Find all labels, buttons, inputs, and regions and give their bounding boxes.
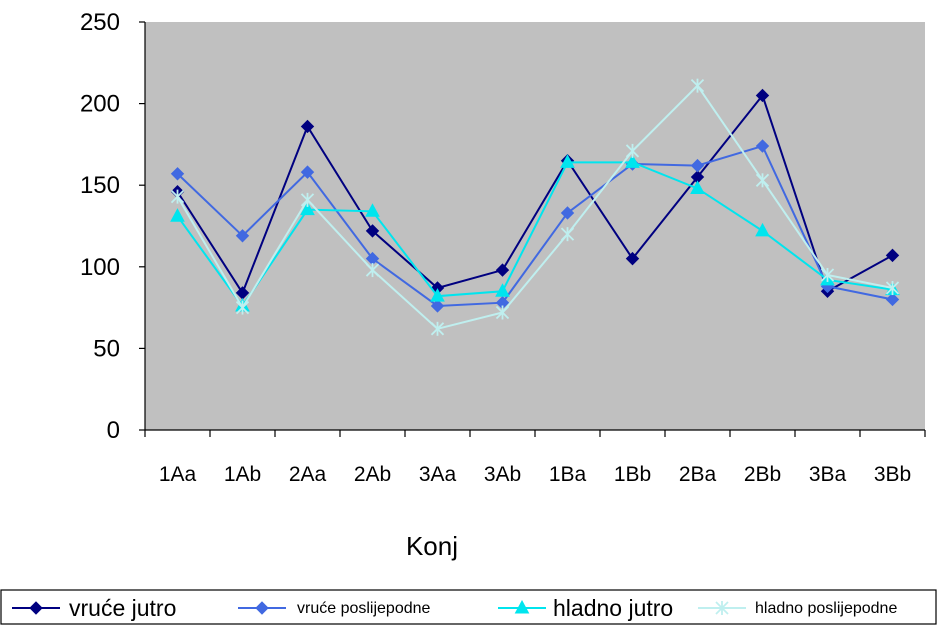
series-3 xyxy=(170,78,900,336)
data-point xyxy=(300,119,315,134)
data-point xyxy=(430,321,445,336)
legend-marker xyxy=(255,601,269,615)
series-line xyxy=(176,84,893,330)
data-point xyxy=(300,165,315,179)
x-tick-label: 2Ab xyxy=(354,463,391,486)
data-point xyxy=(690,180,705,194)
data-point xyxy=(560,206,575,220)
data-point xyxy=(885,248,900,263)
x-tick-label: 1Aa xyxy=(159,463,197,486)
data-point xyxy=(625,251,640,266)
series-line xyxy=(176,93,893,296)
series-line xyxy=(176,144,893,307)
x-tick-label: 1Bb xyxy=(614,463,651,486)
data-point xyxy=(820,267,835,282)
data-point xyxy=(300,192,315,207)
y-tick-label: 250 xyxy=(80,9,120,36)
y-tick-label: 100 xyxy=(80,254,120,281)
legend-marker xyxy=(29,601,43,615)
data-point xyxy=(430,288,445,302)
data-point xyxy=(300,201,315,216)
series-line xyxy=(176,161,893,308)
x-axis-title: Konj xyxy=(406,531,458,561)
legend-item-3: hladno poslijepodne xyxy=(698,600,897,617)
data-point xyxy=(495,305,510,320)
data-point xyxy=(495,283,510,297)
data-point xyxy=(495,263,510,277)
x-tick-label: 3Ba xyxy=(809,463,847,486)
x-tick-label: 3Bb xyxy=(874,463,911,486)
data-point xyxy=(365,263,380,278)
data-point xyxy=(755,139,770,153)
legend-item-1: vruće poslijepodne xyxy=(238,600,431,617)
legend: vruće jutro vruće poslijepodne hladno jutr… xyxy=(0,589,937,625)
data-point xyxy=(755,222,770,237)
data-point xyxy=(365,203,380,217)
data-point xyxy=(625,143,640,158)
data-point xyxy=(430,299,445,313)
data-point xyxy=(755,88,770,103)
data-point xyxy=(235,300,250,315)
data-point xyxy=(690,78,705,93)
y-tick-label: 0 xyxy=(107,417,120,444)
series-layer xyxy=(170,78,900,336)
data-point xyxy=(560,154,575,168)
x-tick-label: 2Ba xyxy=(679,463,717,486)
legend-marker xyxy=(715,601,729,615)
series-1 xyxy=(170,139,900,313)
legend-label: hladno jutro xyxy=(553,595,673,621)
data-point xyxy=(885,292,900,307)
x-tick-label: 2Aa xyxy=(289,463,327,486)
x-tick-label: 3Ab xyxy=(484,463,521,486)
legend-marker xyxy=(514,599,530,614)
data-point xyxy=(625,154,640,168)
legend-label: hladno poslijepodne xyxy=(755,600,897,617)
x-tick-label: 3Aa xyxy=(419,463,457,486)
legend-label: vruće jutro xyxy=(69,595,176,621)
legend-item-2: hladno jutro xyxy=(498,595,673,621)
legend-item-0: vruće jutro xyxy=(12,595,176,621)
data-point xyxy=(235,229,250,243)
data-point xyxy=(170,189,185,204)
x-tick-label: 1Ab xyxy=(224,463,261,486)
x-tick-label: 1Ba xyxy=(549,463,587,486)
x-tick-label: 2Bb xyxy=(744,463,781,486)
legend-label: vruće poslijepodne xyxy=(297,600,431,617)
y-tick-label: 50 xyxy=(93,335,120,362)
data-point xyxy=(170,208,185,222)
data-point xyxy=(365,224,380,238)
axes: 0 50 100 150 200 250 1Aa 1Ab 2Aa 2Ab 3Aa 3Ab 1Ba 1Bb 2… xyxy=(80,9,926,486)
legend-box xyxy=(0,589,937,625)
data-point xyxy=(170,167,185,181)
y-tick-label: 200 xyxy=(80,91,120,118)
data-point xyxy=(885,281,900,296)
data-point xyxy=(755,173,770,188)
y-tick-label: 150 xyxy=(80,172,120,199)
data-point xyxy=(560,227,575,242)
data-point xyxy=(690,158,705,173)
